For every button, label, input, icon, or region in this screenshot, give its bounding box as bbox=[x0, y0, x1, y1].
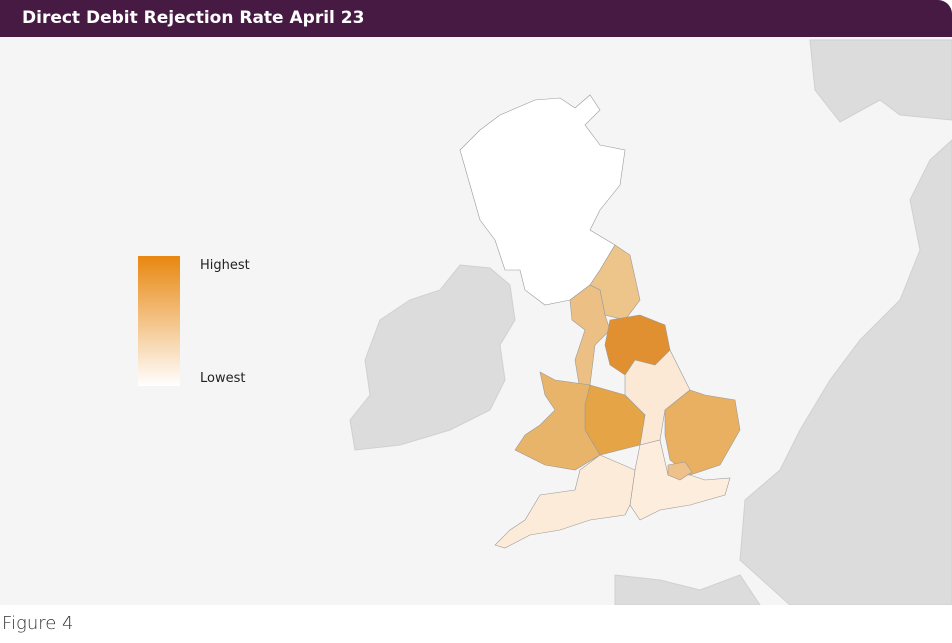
map bbox=[0, 37, 952, 605]
regions bbox=[459, 94, 741, 549]
background-land bbox=[349, 39, 952, 605]
legend-low: Lowest bbox=[200, 371, 246, 386]
legend-gradient bbox=[138, 256, 180, 386]
header: Direct Debit Rejection Rate April 23 bbox=[0, 0, 952, 37]
legend-high: Highest bbox=[200, 258, 250, 273]
title: Direct Debit Rejection Rate April 23 bbox=[22, 8, 365, 28]
caption: Figure 4 bbox=[2, 613, 74, 634]
